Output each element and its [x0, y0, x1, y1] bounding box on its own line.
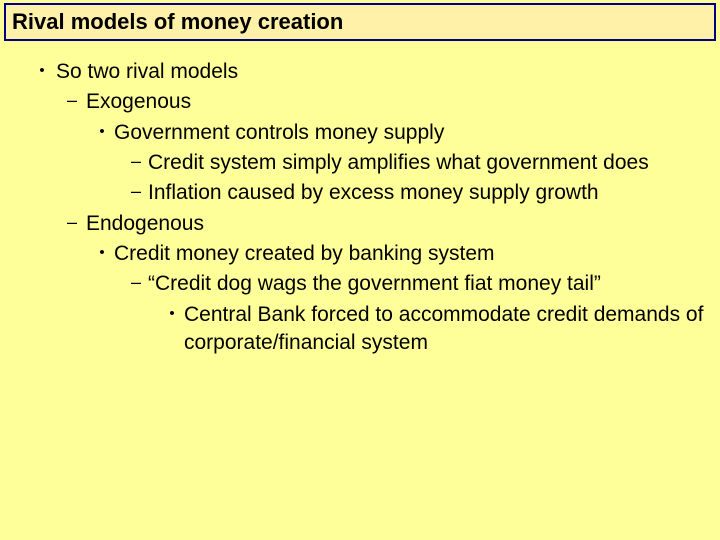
bullet-marker: – [124, 270, 148, 294]
bullet-text: Inflation caused by excess money supply … [148, 179, 599, 207]
slide-title: Rival models of money creation [12, 9, 343, 35]
bullet-text: “Credit dog wags the government fiat mon… [148, 270, 601, 298]
bullet-item: – Endogenous [58, 210, 708, 238]
bullet-text: Central Bank forced to accommodate credi… [184, 301, 708, 358]
bullet-marker: – [124, 149, 148, 173]
bullet-item: • Credit money created by banking system [90, 240, 708, 268]
bullet-marker: • [160, 301, 184, 324]
bullet-marker: • [28, 58, 56, 81]
bullet-item: – Inflation caused by excess money suppl… [124, 179, 708, 207]
bullet-marker: • [90, 119, 114, 142]
bullet-text: Exogenous [86, 88, 191, 116]
title-box: Rival models of money creation [4, 3, 716, 41]
bullet-item: – “Credit dog wags the government fiat m… [124, 270, 708, 298]
bullet-text: So two rival models [56, 58, 238, 86]
bullet-item: • Central Bank forced to accommodate cre… [160, 301, 708, 358]
bullet-text: Endogenous [86, 210, 204, 238]
bullet-item: • Government controls money supply [90, 119, 708, 147]
bullet-item: • So two rival models [28, 58, 708, 86]
bullet-marker: • [90, 240, 114, 263]
slide-content: • So two rival models – Exogenous • Gove… [0, 58, 720, 359]
bullet-text: Government controls money supply [114, 119, 444, 147]
bullet-item: – Exogenous [58, 88, 708, 116]
bullet-marker: – [58, 210, 86, 234]
bullet-text: Credit money created by banking system [114, 240, 495, 268]
bullet-text: Credit system simply amplifies what gove… [148, 149, 649, 177]
bullet-item: – Credit system simply amplifies what go… [124, 149, 708, 177]
bullet-marker: – [58, 88, 86, 112]
bullet-marker: – [124, 179, 148, 203]
